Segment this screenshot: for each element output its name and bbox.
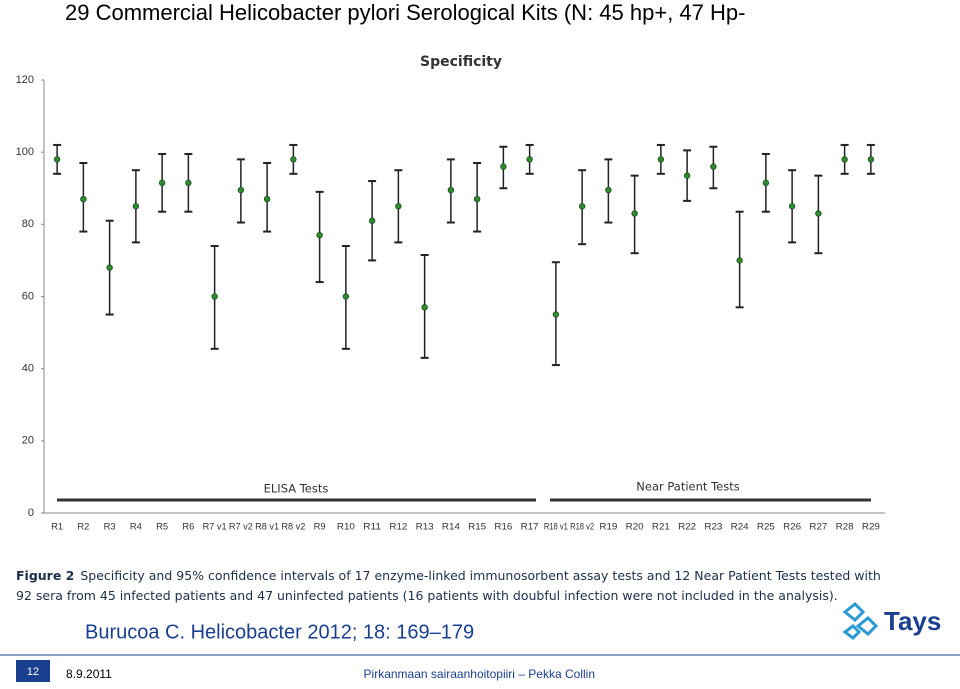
x-tick-label: R3 bbox=[104, 522, 116, 533]
caption: Figure 2 Specificity and 95% confidence i… bbox=[16, 566, 896, 606]
point bbox=[185, 179, 192, 187]
point bbox=[657, 156, 665, 163]
x-tick-label: R24 bbox=[731, 522, 749, 533]
point bbox=[578, 203, 586, 210]
x-tick-label: R13 bbox=[416, 522, 434, 533]
point bbox=[290, 156, 297, 163]
point bbox=[815, 210, 822, 217]
x-tick-label: R2 bbox=[77, 522, 89, 533]
point bbox=[736, 257, 743, 264]
y-tick-label: 60 bbox=[22, 290, 34, 302]
logo: Tays bbox=[842, 601, 941, 640]
annotation: ELISA Tests bbox=[264, 482, 329, 496]
x-tick-label: R16 bbox=[494, 522, 512, 533]
y-tick-label: 20 bbox=[22, 435, 34, 447]
point bbox=[683, 172, 691, 179]
point bbox=[788, 203, 796, 210]
logo-icon bbox=[842, 601, 879, 640]
point bbox=[342, 293, 350, 300]
x-tick-label: R1 bbox=[51, 522, 63, 533]
point bbox=[132, 203, 140, 210]
caption-text: Specificity and 95% confidence intervals… bbox=[16, 568, 881, 603]
x-tick-label: R19 bbox=[599, 522, 617, 533]
point bbox=[263, 195, 271, 203]
x-tick-label: R5 bbox=[156, 522, 168, 533]
x-tick-label: R7 v2 bbox=[229, 522, 253, 533]
chart-title: Specificity bbox=[420, 54, 502, 70]
x-tick-label: R25 bbox=[757, 522, 775, 533]
x-tick-label: R10 bbox=[337, 522, 355, 533]
x-tick-label: R14 bbox=[442, 522, 460, 533]
point bbox=[368, 217, 376, 224]
point bbox=[447, 186, 455, 194]
point bbox=[106, 264, 113, 271]
logo-text: Tays bbox=[884, 606, 941, 636]
x-tick-label: R4 bbox=[130, 522, 142, 533]
x-tick-label: R27 bbox=[809, 522, 827, 533]
x-tick-label: R7 v1 bbox=[203, 522, 227, 533]
citation: Burucoa C. Helicobacter 2012; 18: 169–17… bbox=[85, 621, 474, 643]
point bbox=[158, 179, 166, 187]
point bbox=[631, 210, 638, 217]
x-tick-label: R21 bbox=[652, 522, 670, 533]
x-tick-label: R8 v2 bbox=[281, 522, 305, 533]
x-tick-label: R28 bbox=[836, 522, 854, 533]
point bbox=[53, 156, 61, 163]
x-tick-label: R8 v1 bbox=[255, 522, 279, 533]
y-tick-label: 80 bbox=[22, 218, 34, 230]
page-box bbox=[16, 660, 50, 682]
point bbox=[500, 163, 507, 170]
x-tick-label: R23 bbox=[704, 522, 722, 533]
point bbox=[710, 163, 717, 170]
x-tick-label: R9 bbox=[314, 522, 326, 533]
point bbox=[80, 195, 87, 203]
point bbox=[211, 293, 218, 300]
point bbox=[552, 311, 560, 318]
x-tick-label: R20 bbox=[626, 522, 644, 533]
point bbox=[867, 156, 875, 163]
point bbox=[316, 231, 323, 239]
x-tick-label: R6 bbox=[182, 522, 194, 533]
y-tick-label: 120 bbox=[16, 74, 34, 86]
x-tick-label: R18 v1 bbox=[544, 522, 568, 533]
x-tick-label: R12 bbox=[389, 522, 407, 533]
x-tick-label: R15 bbox=[468, 522, 486, 533]
x-tick-label: R11 bbox=[363, 522, 381, 533]
point bbox=[762, 179, 770, 187]
page-number: 12 bbox=[27, 666, 39, 678]
x-tick-label: R29 bbox=[862, 522, 880, 533]
point bbox=[473, 195, 481, 203]
point bbox=[605, 186, 612, 194]
x-tick-label: R26 bbox=[783, 522, 801, 533]
x-tick-label: R17 bbox=[521, 522, 539, 533]
footer-date: 8.9.2011 bbox=[66, 667, 112, 681]
point bbox=[395, 203, 402, 210]
x-tick-label: R22 bbox=[678, 522, 696, 533]
footer-org: Pirkanmaan sairaanhoitopiiri – Pekka Col… bbox=[364, 667, 595, 681]
caption-label: Figure 2 bbox=[16, 568, 75, 583]
slide-title: 29 Commercial Helicobacter pylori Serolo… bbox=[65, 0, 745, 25]
x-tick-label: R18 v2 bbox=[570, 522, 594, 533]
annotation: Near Patient Tests bbox=[636, 480, 739, 494]
point bbox=[237, 186, 245, 194]
point bbox=[421, 304, 428, 311]
point bbox=[841, 156, 848, 163]
y-tick-label: 100 bbox=[16, 146, 34, 158]
y-tick-label: 40 bbox=[22, 363, 34, 375]
y-tick-label: 0 bbox=[28, 507, 34, 519]
point bbox=[526, 156, 533, 163]
